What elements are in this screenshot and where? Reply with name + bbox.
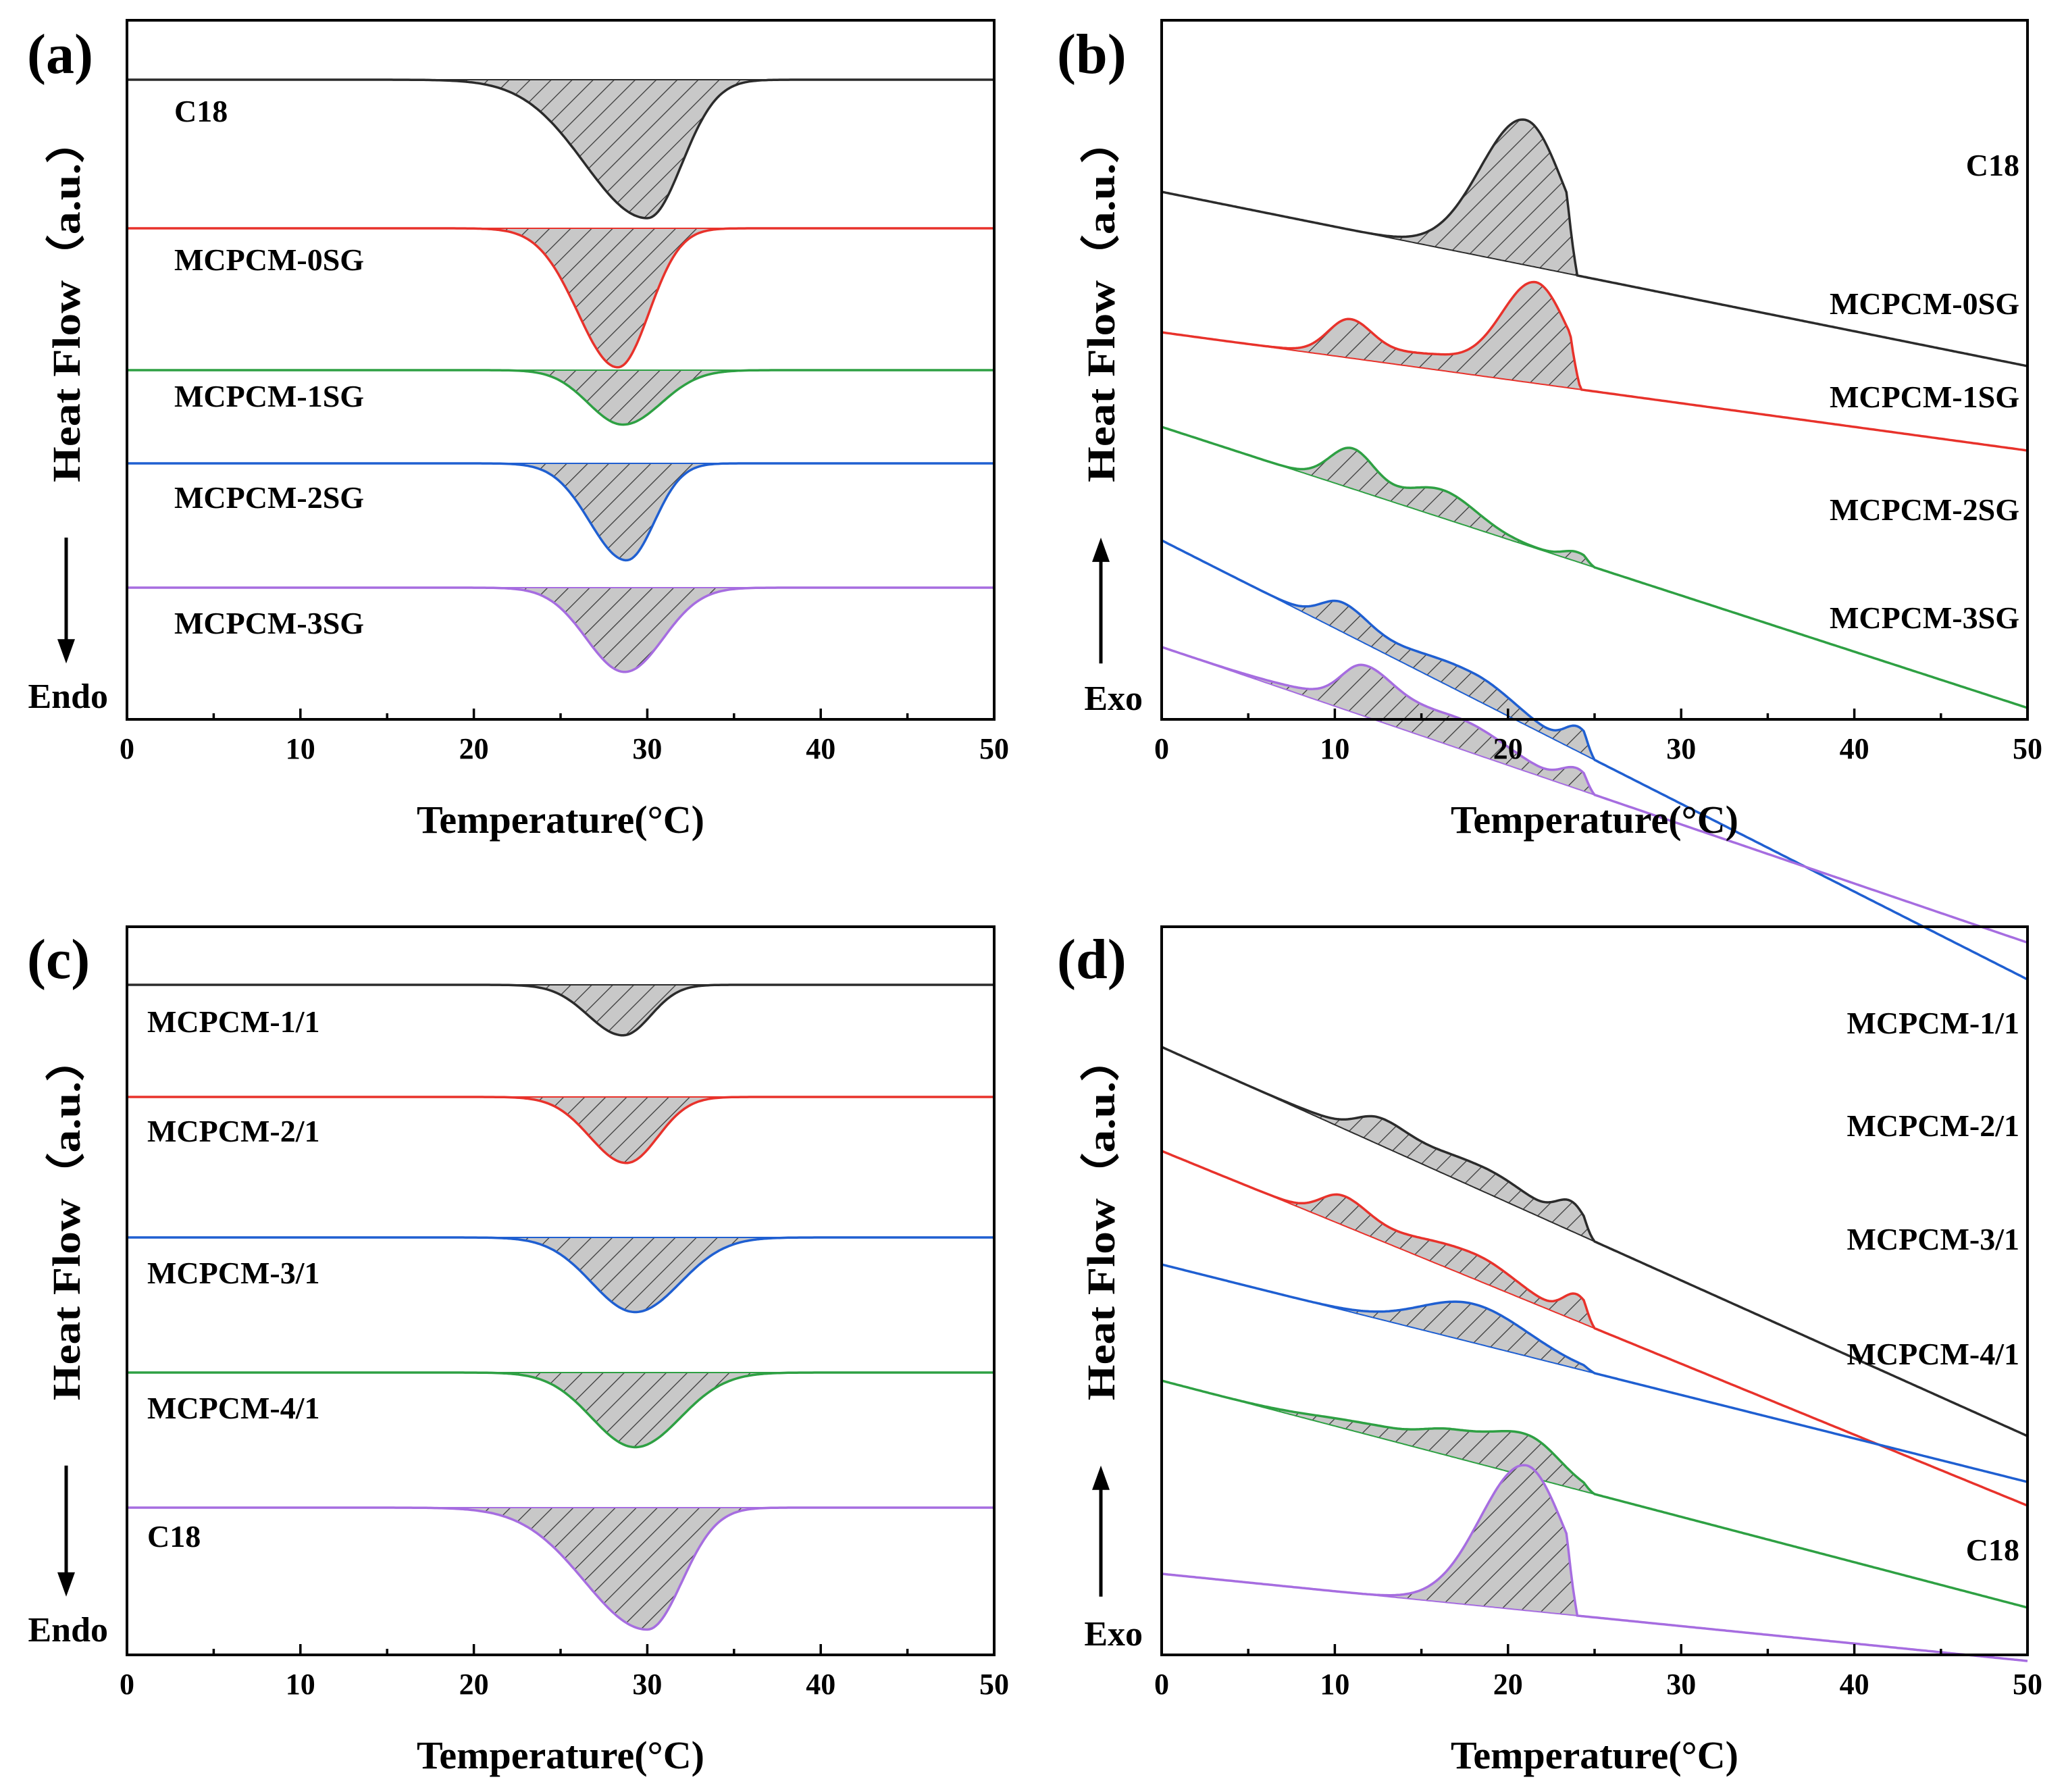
panel-c-series-line-4	[127, 1506, 994, 1631]
panel-d-x-tick-label-5: 50	[2013, 1668, 2042, 1701]
panel-c-x-tick-label-4: 40	[806, 1668, 835, 1701]
panel-d-series-label-3: MCPCM-4/1	[1847, 1337, 2019, 1371]
panel-a-x-tick-label-0: 0	[120, 732, 134, 765]
panel-a-series-label-3: MCPCM-2SG	[174, 480, 364, 515]
panel-b-direction-label: Exo	[1084, 680, 1143, 718]
panel-b-series-label-2: MCPCM-1SG	[1830, 380, 2019, 414]
panel-c-series-label-3: MCPCM-4/1	[147, 1391, 319, 1425]
panel-b-area-0	[1162, 120, 2028, 366]
panel-c-x-axis-title: Temperature(°C)	[417, 1733, 704, 1777]
panel-d-series-line-0	[1161, 1046, 2028, 1437]
panel-d-series-line-4	[1161, 1464, 2028, 1662]
panel-b-x-tick-label-5: 50	[2013, 732, 2042, 765]
panel-b-series-line-2	[1161, 426, 2028, 709]
panel-d: (d) 0 10 20 30 40 50 MCPCM-1/1 MCPCM-2/1 MCPCM-…	[1057, 925, 2042, 1777]
panel-c-series-line-2	[127, 1236, 994, 1314]
panel-c-area-4	[127, 1508, 994, 1630]
panel-b-x-tick-label-4: 40	[1840, 732, 1869, 765]
panel-d-series-label-4: C18	[1966, 1533, 2019, 1567]
panel-b-y-axis-title: Heat Flow（a.u.）	[1079, 118, 1123, 482]
panel-b-x-tick-label-0: 0	[1154, 732, 1169, 765]
panel-a-series-label-1: MCPCM-0SG	[174, 242, 364, 277]
panel-a-series-line-0	[127, 78, 994, 220]
panel-c-series-label-0: MCPCM-1/1	[147, 1004, 319, 1039]
panel-c-series-line-0	[127, 983, 994, 1037]
panel-c-series-line-1	[127, 1096, 994, 1164]
panel-a-x-axis-title: Temperature(°C)	[417, 798, 704, 842]
panel-a-direction-arrow-head	[57, 639, 75, 664]
panel-a-x-tick-label-3: 30	[632, 732, 662, 765]
panel-a-area-4	[127, 588, 994, 672]
panel-a-series-label-2: MCPCM-1SG	[174, 379, 364, 413]
panel-b-series-line-3	[1161, 539, 2028, 981]
panel-c-direction-label: Endo	[28, 1611, 108, 1649]
panel-d-series-line-3	[1161, 1379, 2028, 1609]
panel-b-series-label-4: MCPCM-3SG	[1830, 600, 2019, 635]
panel-b-series-line-4	[1161, 646, 2028, 944]
panel-d-y-axis-title: Heat Flow（a.u.）	[1079, 1035, 1123, 1400]
panel-a-letter: (a)	[27, 23, 93, 86]
panel-a-x-tick-label-5: 50	[979, 732, 1009, 765]
panel-a-series-line-3	[127, 462, 994, 562]
panel-d-series-label-1: MCPCM-2/1	[1847, 1108, 2019, 1143]
panel-c-x-tick-label-5: 50	[979, 1668, 1009, 1701]
panel-d-x-tick-label-1: 10	[1320, 1668, 1349, 1701]
panel-c-area-3	[127, 1373, 994, 1448]
panel-d-series-label-0: MCPCM-1/1	[1847, 1006, 2019, 1040]
panel-c-x-tick-label-1: 10	[286, 1668, 315, 1701]
panel-b-x-tick-label-3: 30	[1666, 732, 1696, 765]
panel-d-x-tick-label-4: 40	[1840, 1668, 1869, 1701]
panel-c-series-label-4: C18	[147, 1519, 201, 1554]
panel-d-x-tick-label-2: 20	[1493, 1668, 1523, 1701]
panel-b-series-label-0: C18	[1966, 148, 2019, 182]
panel-c-x-tick-label-0: 0	[120, 1668, 134, 1701]
panel-c-area-2	[127, 1237, 994, 1312]
panel-a-y-axis-title: Heat Flow（a.u.）	[45, 118, 88, 482]
panel-d-direction-label: Exo	[1084, 1615, 1143, 1654]
panel-a-x-tick-label-2: 20	[459, 732, 489, 765]
panel-d-series-label-2: MCPCM-3/1	[1847, 1222, 2019, 1256]
panel-a: (a) 0 10 20 30 40 50 C18 MCPCM-0SG MCPCM-1SG MCP…	[27, 19, 1009, 842]
panel-c-y-axis-title: Heat Flow（a.u.）	[45, 1035, 88, 1400]
panel-b-x-axis-title: Temperature(°C)	[1451, 798, 1738, 842]
panel-c-letter: (c)	[27, 928, 90, 991]
panel-a-x-tick-label-4: 40	[806, 732, 835, 765]
panel-d-x-axis-title: Temperature(°C)	[1451, 1733, 1738, 1777]
panel-b-x-tick-label-1: 10	[1320, 732, 1349, 765]
panel-b-series-label-1: MCPCM-0SG	[1830, 286, 2019, 321]
panel-a-area-1	[127, 228, 994, 367]
panel-a-series-line-1	[127, 227, 994, 369]
panel-c-series-line-3	[127, 1371, 994, 1449]
panel-d-letter: (d)	[1057, 928, 1127, 991]
panel-b: (b) 0 10 20 30 40 50 C18 MCPCM-0SG MCPCM-1SG MCP…	[1057, 19, 2042, 981]
panel-c: (c) 0 10 20 30 40 50 MCPCM-1/1 MCPCM-2/1 MCPCM-…	[27, 925, 1009, 1777]
panel-a-area-0	[127, 80, 994, 218]
panel-c-direction-arrow-head	[57, 1572, 75, 1597]
panel-a-series-line-4	[127, 586, 994, 673]
panel-b-direction-arrow-head	[1092, 537, 1110, 562]
panel-a-x-tick-label-1: 10	[286, 732, 315, 765]
panel-d-series-line-2	[1161, 1263, 2028, 1483]
panel-c-series-label-2: MCPCM-3/1	[147, 1256, 319, 1290]
panel-b-series-line-1	[1161, 280, 2028, 452]
panel-a-series-label-0: C18	[174, 94, 228, 128]
panel-d-direction-arrow-head	[1092, 1465, 1110, 1490]
panel-a-direction-label: Endo	[28, 677, 108, 716]
panel-d-x-tick-label-0: 0	[1154, 1668, 1169, 1701]
panel-a-series-label-4: MCPCM-3SG	[174, 606, 364, 640]
panel-b-letter: (b)	[1057, 23, 1127, 86]
panel-c-series-label-1: MCPCM-2/1	[147, 1114, 319, 1148]
panel-c-x-tick-label-3: 30	[632, 1668, 662, 1701]
panel-b-series-label-3: MCPCM-2SG	[1830, 492, 2019, 527]
panel-b-x-tick-label-2: 20	[1493, 732, 1523, 765]
panel-b-series-line-0	[1161, 118, 2028, 367]
panel-c-x-tick-label-2: 20	[459, 1668, 489, 1701]
panel-a-series-line-2	[127, 369, 994, 426]
panel-d-x-tick-label-3: 30	[1666, 1668, 1696, 1701]
